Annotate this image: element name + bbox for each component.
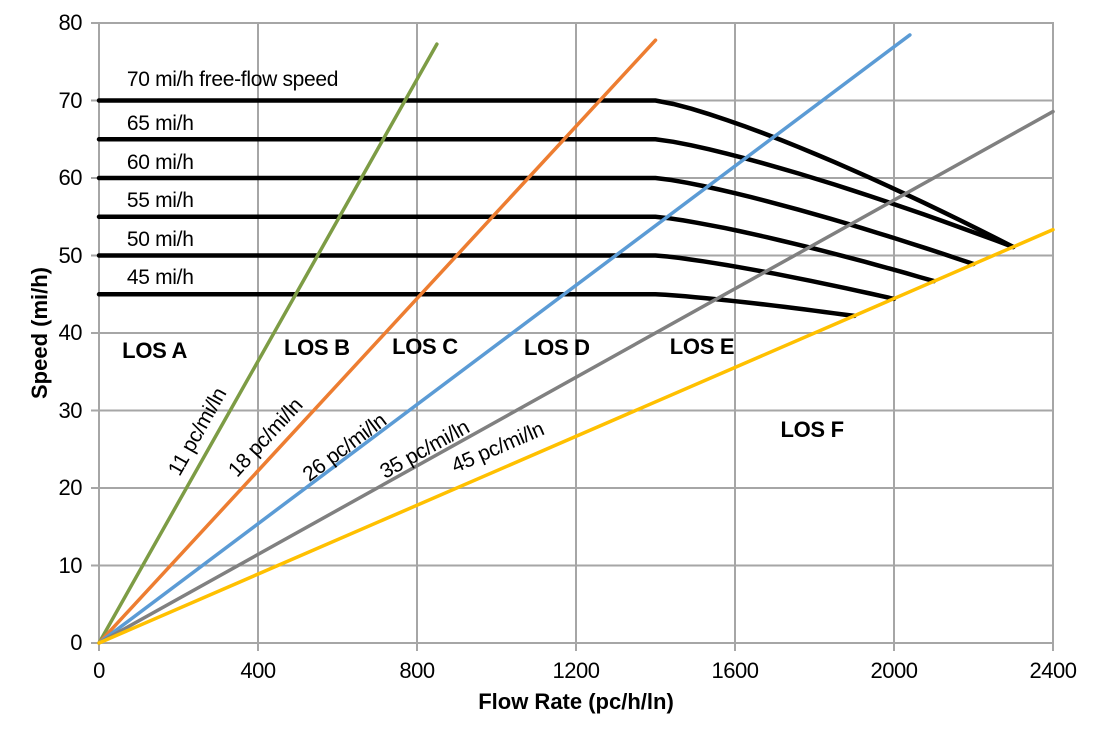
density-line-45 <box>97 227 1055 645</box>
ffs-curve-label-70: 70 mi/h free-flow speed <box>126 68 339 92</box>
x-tick-label: 1600 <box>711 658 759 683</box>
los-label-a: LOS A <box>122 337 188 363</box>
y-tick-label: 10 <box>58 552 83 578</box>
los-label-f: LOS F <box>780 416 844 442</box>
ffs-curve-label-60: 60 mi/h <box>126 151 194 175</box>
x-tick-label: 1200 <box>552 658 600 683</box>
los-label-b: LOS B <box>283 334 350 360</box>
y-tick-label: 60 <box>58 165 83 190</box>
x-tick-label: 2400 <box>1029 658 1077 683</box>
ffs-curve-50 <box>96 253 897 302</box>
y-tick-label: 50 <box>58 242 83 268</box>
ffs-curve-60 <box>96 175 976 267</box>
y-axis-title: Speed (mi/h) <box>27 266 52 400</box>
y-tick-label: 0 <box>70 630 82 655</box>
y-tick-label: 70 <box>58 87 83 113</box>
ffs-curve-55 <box>96 214 937 284</box>
density-line-35 <box>97 109 1055 645</box>
ffs-curve-label-65: 65 mi/h <box>126 111 194 135</box>
plot-border <box>98 22 1054 644</box>
ffs-curve-65 <box>96 137 1016 250</box>
x-tick-label: 400 <box>240 658 276 683</box>
los-label-e: LOS E <box>669 333 735 359</box>
x-tick-label: 2000 <box>870 658 918 683</box>
ffs-curve-label-50: 50 mi/h <box>126 228 194 251</box>
density-line-11 <box>97 42 439 645</box>
los-label-d: LOS D <box>524 334 590 360</box>
ffs-curve-label-55: 55 mi/h <box>126 189 194 213</box>
x-axis-title: Flow Rate (pc/h/ln) <box>478 689 674 714</box>
ffs-curve-label-45: 45 mi/h <box>126 265 194 289</box>
y-tick-label: 80 <box>58 10 83 35</box>
x-tick-label: 0 <box>93 658 105 683</box>
ffs-curve-45 <box>96 292 857 319</box>
ffs-curve-70 <box>96 98 1016 250</box>
y-tick-label: 40 <box>58 320 83 345</box>
density-line-26 <box>97 33 912 645</box>
y-tick-label: 20 <box>58 475 83 500</box>
density-line-18 <box>97 38 658 645</box>
los-label-c: LOS C <box>392 333 458 359</box>
y-tick-label: 30 <box>58 397 83 423</box>
x-tick-label: 800 <box>399 658 435 683</box>
